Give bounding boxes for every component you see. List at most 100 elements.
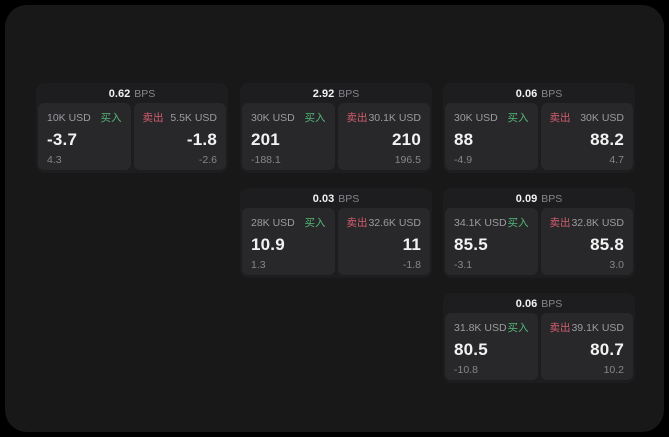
buy-price: 10.9 (251, 235, 285, 255)
sell-side-label: 卖出 (346, 112, 368, 124)
quote-tiles: 30K USD 买入 201 -188.1 卖出 30.1K USD 210 1… (242, 103, 430, 170)
sell-tile[interactable]: 卖出 32.6K USD 11 -1.8 (337, 208, 430, 275)
quote-card: 0.62 BPS 10K USD 买入 -3.7 4.3 卖出 5.5K USD… (36, 83, 228, 173)
sell-amount: 32.8K USD (571, 217, 624, 229)
sell-amount: 32.6K USD (368, 217, 421, 229)
card-header: 0.09 BPS (445, 191, 633, 207)
sell-amount: 5.5K USD (170, 112, 217, 124)
sell-tile[interactable]: 卖出 39.1K USD 80.7 10.2 (540, 313, 633, 380)
quote-card: 0.09 BPS 34.1K USD 买入 85.5 -3.1 卖出 32.8K… (443, 188, 635, 278)
buy-side-label: 买入 (507, 217, 529, 229)
buy-tile[interactable]: 30K USD 买入 201 -188.1 (242, 103, 335, 170)
buy-delta: -188.1 (251, 153, 281, 166)
buy-amount: 30K USD (251, 112, 295, 124)
quote-tiles: 30K USD 买入 88 -4.9 卖出 30K USD 88.2 4.7 (445, 103, 633, 170)
buy-amount: 31.8K USD (454, 322, 507, 334)
buy-tile-header: 28K USD 买入 (251, 215, 326, 230)
card-header: 0.06 BPS (445, 296, 633, 312)
buy-tile-header: 31.8K USD 买入 (454, 320, 529, 335)
sell-price: 80.7 (590, 340, 624, 360)
buy-amount: 10K USD (47, 112, 91, 124)
sell-price: -1.8 (186, 130, 217, 150)
quote-tiles: 34.1K USD 买入 85.5 -3.1 卖出 32.8K USD 85.8… (445, 208, 633, 275)
bps-unit-label: BPS (541, 193, 563, 205)
buy-amount: 30K USD (454, 112, 498, 124)
buy-side-label: 买入 (100, 112, 122, 124)
bps-unit-label: BPS (338, 88, 360, 100)
buy-side-label: 买入 (304, 112, 326, 124)
quote-card: 0.03 BPS 28K USD 买入 10.9 1.3 卖出 32.6K US… (240, 188, 432, 278)
bps-unit-label: BPS (541, 88, 563, 100)
card-header: 0.06 BPS (445, 86, 633, 102)
buy-amount: 34.1K USD (454, 217, 507, 229)
sell-delta: 196.5 (394, 153, 421, 166)
quote-tiles: 28K USD 买入 10.9 1.3 卖出 32.6K USD 11 -1.8 (242, 208, 430, 275)
bps-unit-label: BPS (338, 193, 360, 205)
quotes-panel: 0.62 BPS 10K USD 买入 -3.7 4.3 卖出 5.5K USD… (5, 5, 664, 432)
sell-tile[interactable]: 卖出 30K USD 88.2 4.7 (540, 103, 633, 170)
buy-tile-header: 10K USD 买入 (47, 110, 122, 125)
buy-delta: -10.8 (454, 363, 478, 376)
buy-tile-header: 30K USD 买入 (251, 110, 326, 125)
bps-value: 2.92 (312, 88, 335, 100)
quote-card: 0.06 BPS 31.8K USD 买入 80.5 -10.8 卖出 39.1… (443, 293, 635, 383)
sell-amount: 30.1K USD (368, 112, 421, 124)
card-header: 0.62 BPS (38, 86, 226, 102)
buy-tile[interactable]: 28K USD 买入 10.9 1.3 (242, 208, 335, 275)
buy-price: -3.7 (47, 130, 78, 150)
sell-tile[interactable]: 卖出 5.5K USD -1.8 -2.6 (133, 103, 226, 170)
sell-tile-header: 卖出 30.1K USD (347, 110, 422, 125)
buy-price: 85.5 (454, 235, 488, 255)
buy-tile[interactable]: 30K USD 买入 88 -4.9 (445, 103, 538, 170)
buy-tile[interactable]: 31.8K USD 买入 80.5 -10.8 (445, 313, 538, 380)
quote-card: 2.92 BPS 30K USD 买入 201 -188.1 卖出 30.1K … (240, 83, 432, 173)
buy-amount: 28K USD (251, 217, 295, 229)
quote-tiles: 10K USD 买入 -3.7 4.3 卖出 5.5K USD -1.8 -2.… (38, 103, 226, 170)
buy-delta: 1.3 (251, 258, 266, 271)
buy-side-label: 买入 (507, 112, 529, 124)
bps-value: 0.09 (515, 193, 538, 205)
bps-value: 0.62 (108, 88, 131, 100)
buy-delta: 4.3 (47, 153, 62, 166)
card-header: 2.92 BPS (242, 86, 430, 102)
bps-value: 0.06 (515, 298, 538, 310)
sell-delta: 10.2 (603, 363, 624, 376)
sell-price: 88.2 (590, 130, 624, 150)
sell-price: 210 (392, 130, 421, 150)
bps-value: 0.03 (312, 193, 335, 205)
sell-amount: 30K USD (580, 112, 624, 124)
sell-delta: 4.7 (609, 153, 624, 166)
sell-tile-header: 卖出 5.5K USD (143, 110, 218, 125)
sell-tile-header: 卖出 39.1K USD (550, 320, 625, 335)
bps-unit-label: BPS (134, 88, 156, 100)
buy-price: 80.5 (454, 340, 488, 360)
sell-delta: -1.8 (402, 258, 421, 271)
buy-delta: -3.1 (454, 258, 473, 271)
buy-side-label: 买入 (507, 322, 529, 334)
buy-tile-header: 34.1K USD 买入 (454, 215, 529, 230)
quote-card: 0.06 BPS 30K USD 买入 88 -4.9 卖出 30K USD 8… (443, 83, 635, 173)
buy-tile[interactable]: 34.1K USD 买入 85.5 -3.1 (445, 208, 538, 275)
sell-side-label: 卖出 (549, 217, 571, 229)
card-header: 0.03 BPS (242, 191, 430, 207)
buy-delta: -4.9 (454, 153, 473, 166)
sell-price: 85.8 (590, 235, 624, 255)
sell-side-label: 卖出 (549, 112, 571, 124)
sell-delta: -2.6 (198, 153, 217, 166)
buy-side-label: 买入 (304, 217, 326, 229)
sell-tile[interactable]: 卖出 32.8K USD 85.8 3.0 (540, 208, 633, 275)
sell-tile-header: 卖出 32.6K USD (347, 215, 422, 230)
sell-tile-header: 卖出 32.8K USD (550, 215, 625, 230)
buy-tile[interactable]: 10K USD 买入 -3.7 4.3 (38, 103, 131, 170)
sell-side-label: 卖出 (346, 217, 368, 229)
quote-tiles: 31.8K USD 买入 80.5 -10.8 卖出 39.1K USD 80.… (445, 313, 633, 380)
buy-price: 201 (251, 130, 280, 150)
sell-side-label: 卖出 (549, 322, 571, 334)
sell-tile[interactable]: 卖出 30.1K USD 210 196.5 (337, 103, 430, 170)
sell-price: 11 (402, 235, 421, 255)
buy-tile-header: 30K USD 买入 (454, 110, 529, 125)
sell-side-label: 卖出 (142, 112, 164, 124)
buy-price: 88 (454, 130, 474, 150)
sell-amount: 39.1K USD (571, 322, 624, 334)
bps-value: 0.06 (515, 88, 538, 100)
